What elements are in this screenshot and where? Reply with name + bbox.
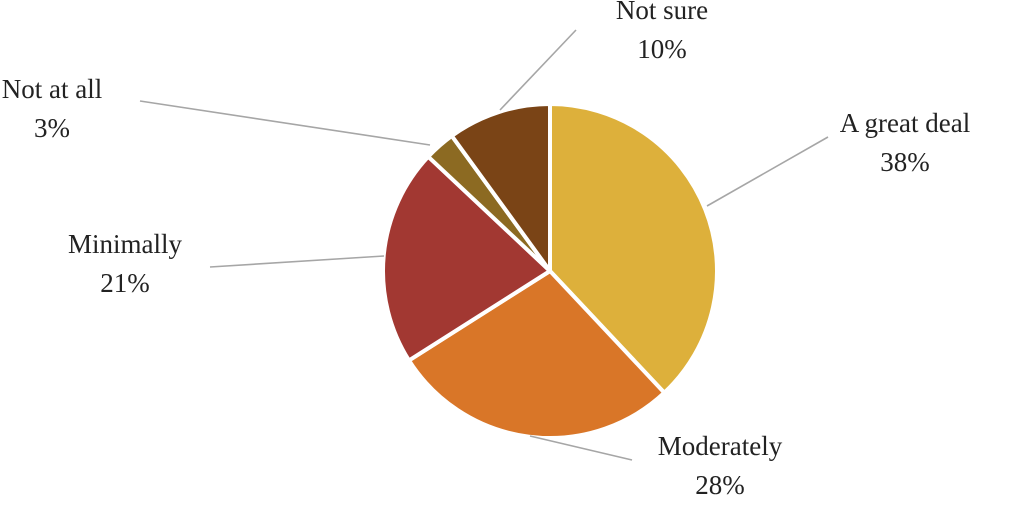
slice-category-label: Minimally (68, 229, 182, 259)
leader-line-moderately (529, 435, 633, 461)
leader-line-not-sure (499, 29, 577, 111)
pie-slice-a-great-deal (548, 102, 719, 395)
slice-percent-label: 21% (100, 268, 150, 298)
slice-category-label: Not at all (2, 74, 102, 104)
pie-slice-not-sure (449, 102, 552, 273)
slice-category-label: Not sure (616, 0, 708, 25)
slice-percent-label: 38% (880, 147, 930, 177)
slice-percent-label: 10% (637, 34, 687, 64)
leader-lines (139, 29, 829, 461)
slice-category-label: Moderately (658, 431, 783, 461)
pie-slices (381, 102, 719, 440)
leader-line-not-at-all (139, 100, 431, 146)
slice-percent-label: 3% (34, 113, 70, 143)
slice-category-label: A great deal (840, 108, 970, 138)
slice-labels: A great deal 38% Moderately 28% Minimally 21%… (2, 0, 970, 500)
leader-line-a-great-deal (706, 136, 829, 207)
leader-line-minimally (209, 255, 385, 268)
slice-percent-label: 28% (695, 470, 745, 500)
pie-slice-moderately (406, 269, 667, 440)
